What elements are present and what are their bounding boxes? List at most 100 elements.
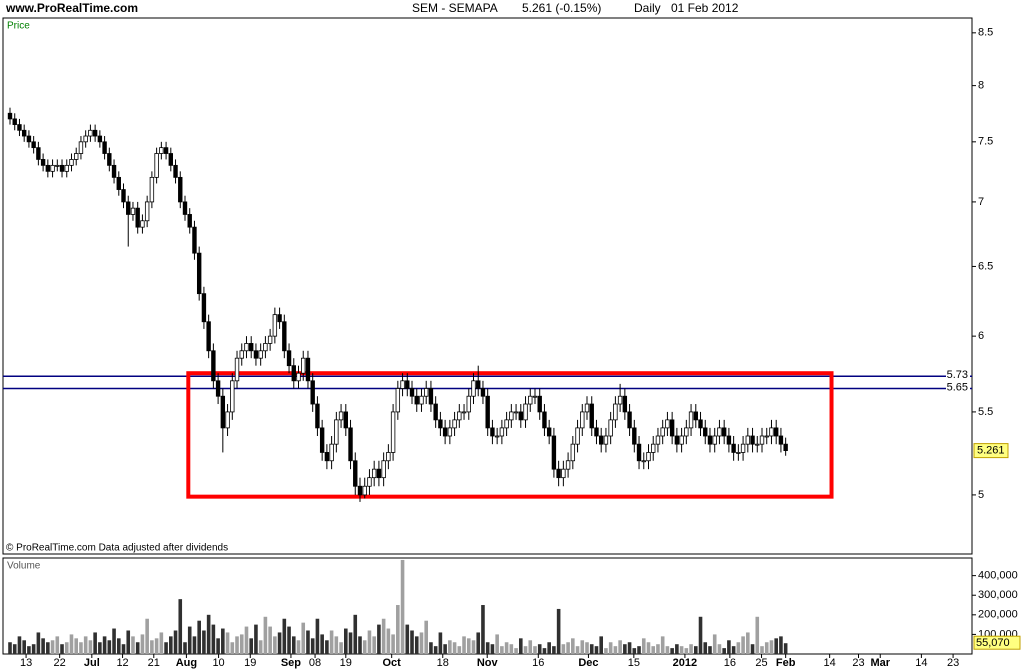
volume-bar [88, 640, 93, 654]
x-tick-label: 2012 [673, 657, 697, 669]
volume-bar [660, 636, 665, 654]
volume-bar [27, 646, 31, 654]
volume-bar [448, 640, 452, 654]
volume-bar [98, 642, 102, 654]
candle-body [135, 207, 140, 228]
candle-body [669, 419, 675, 437]
volume-bar [287, 626, 291, 654]
candle-body [187, 214, 192, 228]
candle-body [121, 189, 126, 203]
candle-body [513, 411, 519, 414]
candle-body [755, 443, 760, 446]
candle-body [371, 468, 377, 479]
y-tick-label: 7 [978, 196, 984, 208]
volume-bar [533, 646, 537, 654]
volume-bar [154, 638, 159, 654]
volume-bar [325, 640, 329, 654]
candle-body [168, 153, 174, 166]
candle-body [7, 112, 13, 120]
candle-body [447, 427, 453, 437]
quote: 5.261 (-0.15%) [522, 1, 601, 15]
volume-bar [159, 632, 164, 654]
volume-bar [197, 620, 201, 654]
candle-body [693, 411, 698, 421]
x-tick-label: Aug [176, 657, 197, 669]
candle-body [405, 380, 410, 389]
volume-bar [599, 636, 603, 654]
candle-body [532, 395, 538, 398]
volume-bar [424, 620, 429, 654]
candle-body [78, 141, 84, 154]
candle-body [627, 411, 632, 429]
candle-body [395, 388, 401, 413]
volume-bar [466, 638, 471, 654]
volume-bar [580, 640, 585, 654]
candle-body [319, 427, 325, 453]
candle-body [660, 427, 665, 437]
x-tick-label: 08 [309, 657, 321, 669]
candle-body [353, 460, 358, 487]
volume-bar [641, 638, 646, 654]
candle-body [192, 226, 197, 254]
candle-body [617, 395, 623, 405]
volume-bar [594, 646, 599, 654]
volume-bar [12, 644, 17, 654]
volume-bar [244, 626, 249, 654]
volume-bar [627, 642, 632, 654]
candle-body [641, 460, 646, 463]
candle-body [773, 427, 779, 437]
volume-bar [83, 636, 88, 654]
candle-body [315, 403, 320, 429]
candle-body [494, 435, 500, 438]
volume-bar [60, 644, 64, 654]
volume-bar [64, 642, 69, 654]
x-tick-label: 18 [437, 657, 449, 669]
volume-bar [684, 648, 689, 654]
volume-bar [55, 636, 60, 654]
volume-bar [504, 642, 509, 654]
candle-body [149, 176, 155, 203]
candle-body [305, 357, 311, 382]
candle-body [362, 485, 367, 496]
candle-body [286, 350, 292, 367]
last-volume-box [973, 635, 1021, 650]
candle-body [390, 411, 396, 453]
volume-bar [277, 632, 282, 654]
candle-body [367, 477, 372, 487]
candle-body [561, 468, 566, 479]
candle-body [646, 452, 651, 462]
volume-bar [750, 644, 755, 654]
volume-bar [263, 616, 268, 654]
candle-body [272, 314, 278, 337]
candle-body [584, 403, 590, 413]
volume-bar [221, 628, 225, 654]
candle-body [215, 380, 221, 397]
volume-bar [22, 640, 26, 654]
volume-bar [306, 630, 310, 654]
volume-bar [8, 642, 12, 654]
candle-body [679, 435, 684, 445]
volume-bar [320, 634, 324, 654]
candle-body [263, 343, 268, 352]
volume-tick-label: 300,000 [978, 589, 1018, 601]
volume-bar [485, 642, 490, 654]
y-tick-label: 5 [978, 489, 984, 501]
volume-bar [41, 638, 45, 654]
volume-bar [344, 628, 348, 654]
candle-body [83, 135, 88, 143]
volume-bar [36, 632, 41, 654]
last-price-box [973, 443, 1009, 459]
candle-body [537, 395, 542, 413]
candle-body [234, 357, 240, 382]
last-volume: 55,070 [976, 637, 1010, 649]
volume-bar [722, 648, 726, 654]
candle-body [296, 372, 301, 382]
volume-bar [552, 646, 556, 654]
volume-bar [116, 638, 121, 654]
candle-body [457, 411, 462, 421]
volume-bar [481, 605, 485, 654]
candle-body [740, 443, 746, 453]
volume-bar [69, 634, 74, 654]
candle-body [783, 443, 788, 452]
volume-bar [670, 648, 674, 654]
